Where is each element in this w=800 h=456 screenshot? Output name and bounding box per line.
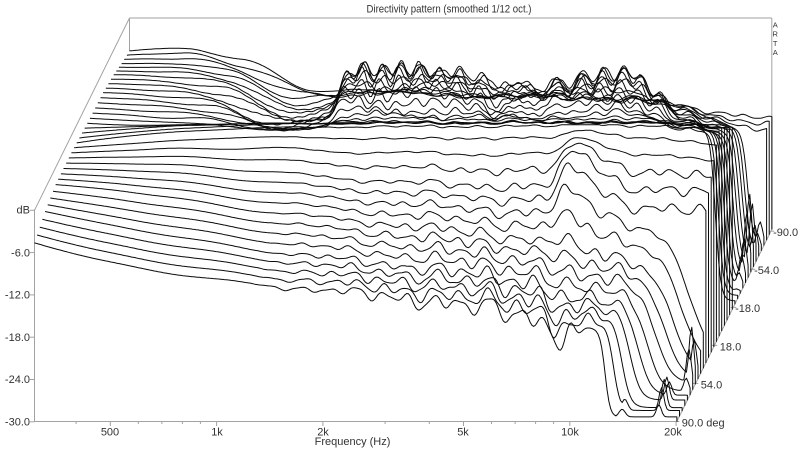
svg-text:90.0 deg: 90.0 deg: [682, 417, 725, 429]
svg-text:-24.0: -24.0: [5, 374, 30, 386]
svg-text:A: A: [773, 20, 778, 29]
svg-text:18.0: 18.0: [720, 341, 741, 353]
svg-text:5k: 5k: [457, 426, 469, 438]
svg-text:10k: 10k: [561, 426, 579, 438]
svg-text:-54.0: -54.0: [754, 265, 779, 277]
svg-text:-30.0: -30.0: [5, 417, 30, 429]
svg-text:2k: 2k: [317, 426, 329, 438]
svg-text:Frequency (Hz): Frequency (Hz): [315, 436, 391, 448]
svg-text:A: A: [773, 48, 778, 57]
svg-text:-18.0: -18.0: [5, 332, 30, 344]
svg-text:500: 500: [101, 426, 119, 438]
svg-text:1k: 1k: [211, 426, 223, 438]
svg-text:dB: dB: [17, 205, 30, 217]
svg-text:-6.0: -6.0: [11, 247, 30, 259]
svg-text:20k: 20k: [664, 426, 682, 438]
svg-text:T: T: [773, 39, 778, 48]
svg-text:54.0: 54.0: [701, 379, 722, 391]
svg-text:-18.0: -18.0: [735, 303, 760, 315]
svg-text:R: R: [772, 30, 778, 39]
svg-text:-12.0: -12.0: [5, 290, 30, 302]
svg-text:-90.0: -90.0: [773, 227, 798, 239]
svg-text:Directivity pattern (smoothed: Directivity pattern (smoothed 1/12 oct.): [367, 3, 532, 15]
